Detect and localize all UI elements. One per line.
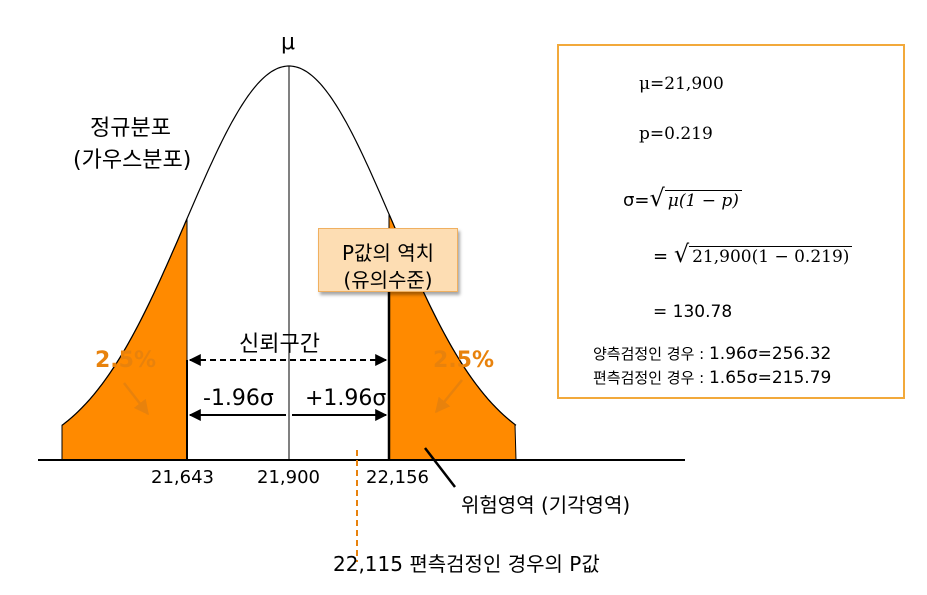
sigma-substitution: = √ 21,900(1 − 0.219): [653, 240, 853, 268]
one-sided-value: 1.65σ=215.79: [708, 368, 832, 388]
two-sided-label: 양측검정인 경우 :: [593, 345, 709, 363]
callout-line2: (유의수준): [343, 268, 433, 292]
sigma-prefix: σ=: [623, 190, 650, 211]
eq-prefix: =: [653, 246, 674, 267]
one-sided-p-value-label: 22,115 편측검정인 경우의 P값: [333, 552, 600, 576]
callout-line1: P값의 역치: [341, 241, 435, 265]
tick-label-lower: 21,643: [151, 467, 214, 488]
tick-label-mean: 21,900: [257, 467, 320, 488]
p-equation: p=0.219: [639, 124, 713, 144]
rejection-region-label: 위험영역 (기각영역): [461, 493, 631, 517]
left-rejection-tail: [61, 218, 188, 461]
two-sided-row: 양측검정인 경우 : 1.96σ=256.32: [593, 346, 831, 363]
one-sided-row: 편측검정인 경우 : 1.65σ=215.79: [593, 370, 831, 387]
eq-radicand: 21,900(1 − 0.219): [689, 246, 853, 266]
sigma-formula: σ=√ μ(1 − p): [623, 186, 742, 210]
right-pct-arrow: [435, 379, 463, 414]
left-tail-percent: 2.5%: [95, 348, 157, 373]
calculation-panel: μ=21,900 p=0.219 σ=√ μ(1 − p) = √ 21,900(1…: [557, 44, 905, 399]
sigma-result: = 130.78: [653, 302, 733, 322]
significance-level-callout: P값의 역치 (유의수준): [318, 228, 458, 292]
sigma-radicand: μ(1 − p): [664, 190, 742, 210]
right-tail-percent: 2.5%: [433, 348, 495, 373]
mu-equation: μ=21,900: [639, 74, 724, 94]
minus-sigma-label: -1.96σ: [203, 386, 274, 411]
confidence-interval-label: 신뢰구간: [239, 332, 320, 357]
left-pct-arrow: [123, 382, 149, 416]
two-sided-value: 1.96σ=256.32: [708, 344, 832, 364]
dist-title-line1: 정규분포: [90, 116, 171, 141]
tick-label-upper: 22,156: [366, 467, 429, 488]
mu-symbol: μ: [281, 30, 295, 55]
one-sided-label: 편측검정인 경우 :: [593, 369, 709, 387]
radical-icon: √: [649, 184, 665, 212]
plus-sigma-label: +1.96σ: [305, 386, 387, 411]
radical-icon: √: [673, 240, 690, 268]
reject-region-pointer: [424, 447, 456, 488]
dist-title-line2: (가우스분포): [73, 148, 192, 173]
